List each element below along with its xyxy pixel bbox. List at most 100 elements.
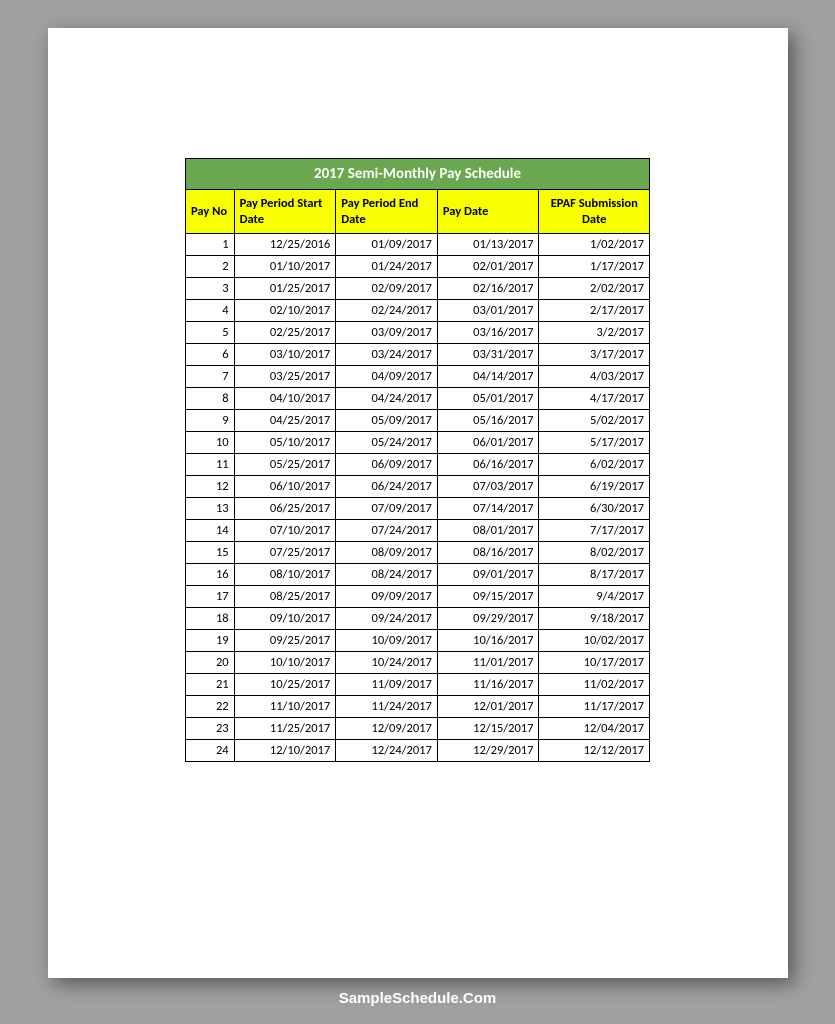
table-cell: 02/24/2017: [336, 300, 438, 322]
table-cell: 16: [186, 564, 235, 586]
table-cell: 12/12/2017: [539, 740, 650, 762]
table-cell: 01/10/2017: [234, 256, 336, 278]
table-cell: 02/09/2017: [336, 278, 438, 300]
table-cell: 01/09/2017: [336, 234, 438, 256]
table-cell: 18: [186, 608, 235, 630]
table-cell: 02/16/2017: [437, 278, 539, 300]
table-row: 1005/10/201705/24/201706/01/20175/17/201…: [186, 432, 650, 454]
table-cell: 12/04/2017: [539, 718, 650, 740]
table-cell: 11/17/2017: [539, 696, 650, 718]
table-cell: 8/02/2017: [539, 542, 650, 564]
table-cell: 2/17/2017: [539, 300, 650, 322]
table-cell: 03/31/2017: [437, 344, 539, 366]
table-cell: 12/29/2017: [437, 740, 539, 762]
table-cell: 5: [186, 322, 235, 344]
table-row: 1105/25/201706/09/201706/16/20176/02/201…: [186, 454, 650, 476]
table-cell: 06/24/2017: [336, 476, 438, 498]
table-cell: 11/01/2017: [437, 652, 539, 674]
table-cell: 02/25/2017: [234, 322, 336, 344]
table-row: 1708/25/201709/09/201709/15/20179/4/2017: [186, 586, 650, 608]
table-cell: 04/25/2017: [234, 410, 336, 432]
table-cell: 07/24/2017: [336, 520, 438, 542]
table-row: 1608/10/201708/24/201709/01/20178/17/201…: [186, 564, 650, 586]
table-cell: 12: [186, 476, 235, 498]
table-row: 2412/10/201712/24/201712/29/201712/12/20…: [186, 740, 650, 762]
table-cell: 11: [186, 454, 235, 476]
table-row: 804/10/201704/24/201705/01/20174/17/2017: [186, 388, 650, 410]
watermark-text: SampleSchedule.Com: [339, 990, 497, 1007]
table-cell: 14: [186, 520, 235, 542]
table-cell: 04/09/2017: [336, 366, 438, 388]
table-cell: 05/01/2017: [437, 388, 539, 410]
table-row: 904/25/201705/09/201705/16/20175/02/2017: [186, 410, 650, 432]
table-cell: 03/16/2017: [437, 322, 539, 344]
table-cell: 7/17/2017: [539, 520, 650, 542]
table-cell: 10/09/2017: [336, 630, 438, 652]
table-row: 112/25/201601/09/201701/13/20171/02/2017: [186, 234, 650, 256]
table-cell: 8/17/2017: [539, 564, 650, 586]
table-cell: 07/14/2017: [437, 498, 539, 520]
table-cell: 08/01/2017: [437, 520, 539, 542]
col-header-start: Pay Period Start Date: [234, 190, 336, 234]
table-cell: 09/01/2017: [437, 564, 539, 586]
table-cell: 05/24/2017: [336, 432, 438, 454]
table-cell: 20: [186, 652, 235, 674]
table-cell: 11/10/2017: [234, 696, 336, 718]
table-cell: 01/13/2017: [437, 234, 539, 256]
table-cell: 1: [186, 234, 235, 256]
table-cell: 02/01/2017: [437, 256, 539, 278]
table-cell: 04/10/2017: [234, 388, 336, 410]
table-cell: 11/02/2017: [539, 674, 650, 696]
table-cell: 6/02/2017: [539, 454, 650, 476]
table-cell: 03/25/2017: [234, 366, 336, 388]
table-cell: 1/02/2017: [539, 234, 650, 256]
table-row: 2010/10/201710/24/201711/01/201710/17/20…: [186, 652, 650, 674]
table-cell: 21: [186, 674, 235, 696]
table-cell: 11/09/2017: [336, 674, 438, 696]
table-row: 502/25/201703/09/201703/16/20173/2/2017: [186, 322, 650, 344]
table-cell: 11/16/2017: [437, 674, 539, 696]
table-cell: 3/17/2017: [539, 344, 650, 366]
table-row: 603/10/201703/24/201703/31/20173/17/2017: [186, 344, 650, 366]
table-cell: 15: [186, 542, 235, 564]
table-cell: 3: [186, 278, 235, 300]
document-page: 2017 Semi-Monthly Pay Schedule Pay No Pa…: [48, 28, 788, 978]
table-row: 2110/25/201711/09/201711/16/201711/02/20…: [186, 674, 650, 696]
table-cell: 22: [186, 696, 235, 718]
table-cell: 8: [186, 388, 235, 410]
table-cell: 03/01/2017: [437, 300, 539, 322]
table-cell: 08/09/2017: [336, 542, 438, 564]
table-cell: 12/15/2017: [437, 718, 539, 740]
table-cell: 12/09/2017: [336, 718, 438, 740]
table-cell: 23: [186, 718, 235, 740]
table-cell: 10/10/2017: [234, 652, 336, 674]
table-cell: 07/10/2017: [234, 520, 336, 542]
table-cell: 9: [186, 410, 235, 432]
table-row: 301/25/201702/09/201702/16/20172/02/2017: [186, 278, 650, 300]
table-row: 1809/10/201709/24/201709/29/20179/18/201…: [186, 608, 650, 630]
table-cell: 06/25/2017: [234, 498, 336, 520]
table-cell: 10/25/2017: [234, 674, 336, 696]
table-cell: 10/02/2017: [539, 630, 650, 652]
table-cell: 24: [186, 740, 235, 762]
table-cell: 4: [186, 300, 235, 322]
table-row: 2311/25/201712/09/201712/15/201712/04/20…: [186, 718, 650, 740]
table-cell: 2: [186, 256, 235, 278]
table-cell: 10/16/2017: [437, 630, 539, 652]
table-cell: 7: [186, 366, 235, 388]
table-cell: 04/14/2017: [437, 366, 539, 388]
table-cell: 13: [186, 498, 235, 520]
table-cell: 03/09/2017: [336, 322, 438, 344]
table-row: 1407/10/201707/24/201708/01/20177/17/201…: [186, 520, 650, 542]
table-cell: 08/10/2017: [234, 564, 336, 586]
table-cell: 5/02/2017: [539, 410, 650, 432]
table-cell: 17: [186, 586, 235, 608]
table-row: 2211/10/201711/24/201712/01/201711/17/20…: [186, 696, 650, 718]
table-cell: 09/25/2017: [234, 630, 336, 652]
table-cell: 12/24/2017: [336, 740, 438, 762]
table-cell: 6/30/2017: [539, 498, 650, 520]
table-cell: 07/09/2017: [336, 498, 438, 520]
table-cell: 11/24/2017: [336, 696, 438, 718]
table-cell: 10/17/2017: [539, 652, 650, 674]
col-header-paydate: Pay Date: [437, 190, 539, 234]
